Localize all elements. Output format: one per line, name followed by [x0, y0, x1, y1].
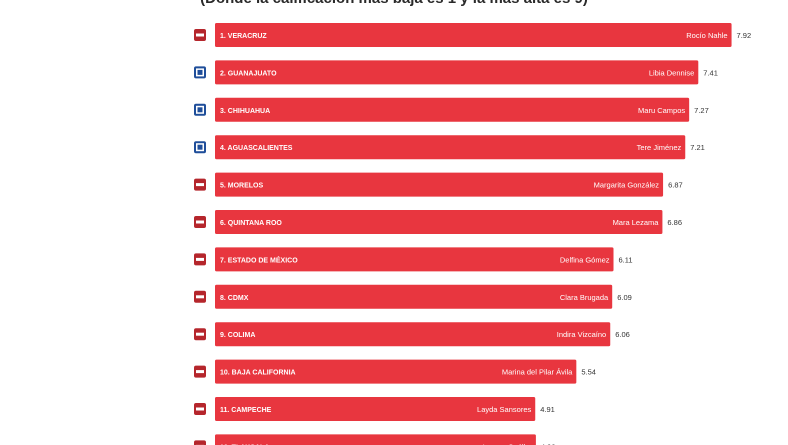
bar-name-label: Marina del Pilar Ávila	[502, 368, 573, 377]
morena-party-icon	[194, 403, 206, 415]
morena-party-icon	[194, 178, 206, 191]
bar-value-label: 6.09	[617, 293, 632, 302]
bar-value-label: 7.41	[703, 68, 718, 77]
bar-row: 8. CDMX Clara Brugada 6.09	[194, 284, 632, 309]
bar-value-label: 6.86	[667, 218, 682, 227]
bar-category-label: 7. ESTADO DE MÉXICO	[220, 255, 298, 264]
bar-value-label: 6.06	[615, 330, 630, 339]
bar-name-label: Layda Sansores	[477, 405, 531, 414]
morena-party-icon	[194, 253, 206, 266]
bar-row: 11. CAMPECHE Layda Sansores 4.91	[194, 397, 555, 421]
morena-party-icon	[194, 328, 206, 341]
bar-name-label: Delfina Gómez	[560, 255, 610, 264]
bar	[215, 60, 699, 85]
bar	[215, 397, 536, 421]
bar-category-label: 3. CHIHUAHUA	[220, 108, 270, 115]
bar-value-label: 7.27	[694, 106, 709, 115]
pan-party-icon	[194, 66, 206, 79]
bar-category-label: 5. MORELOS	[220, 183, 264, 190]
bar-category-label: 8. CDMX	[220, 295, 249, 302]
morena-party-icon	[194, 290, 206, 303]
bar-name-label: Maru Campos	[638, 106, 685, 115]
bar-category-label: 9. COLIMA	[220, 332, 255, 339]
chart-title: (Donde la calificación más baja es 1 y l…	[0, 0, 788, 8]
bar-name-label: Clara Brugada	[560, 293, 609, 302]
bar-row: 4. AGUASCALIENTES Tere Jiménez 7.21	[194, 135, 705, 160]
bar-category-label: 1. VERACRUZ	[220, 33, 267, 40]
bar-value-label: 7.92	[737, 31, 752, 40]
bar	[215, 247, 614, 272]
bar-row: 2. GUANAJUATO Libia Dennise 7.41	[194, 60, 718, 85]
bar-category-label: 4. AGUASCALIENTES	[220, 145, 293, 152]
bar-value-label: 6.87	[668, 181, 683, 190]
bar	[215, 135, 686, 160]
pan-party-icon	[194, 103, 206, 116]
morena-party-icon	[194, 365, 206, 378]
bar	[215, 322, 611, 347]
bar-value-label: 7.21	[690, 143, 705, 152]
morena-party-icon	[194, 29, 206, 41]
bar-name-label: Libia Dennise	[649, 68, 694, 77]
pan-party-icon	[194, 141, 206, 154]
bar-category-label: 10. BAJA CALIFORNIA	[220, 370, 296, 377]
morena-party-icon	[194, 440, 206, 445]
bar-value-label: 4.92	[541, 442, 556, 445]
bar-value-label: 5.54	[581, 368, 596, 377]
bar	[215, 434, 536, 445]
bar-category-label: 11. CAMPECHE	[220, 407, 272, 414]
bar-name-label: Indira Vizcaíno	[557, 330, 606, 339]
bar-row: 3. CHIHUAHUA Maru Campos 7.27	[194, 97, 709, 122]
bar	[215, 359, 577, 384]
bar-value-label: 6.11	[619, 255, 633, 264]
bar-name-label: Mara Lezama	[613, 218, 660, 227]
bar-row: 5. MORELOS Margarita González 6.87	[194, 172, 683, 197]
bar-row: 7. ESTADO DE MÉXICO Delfina Gómez 6.11	[194, 247, 633, 272]
bar-name-label: Rocío Nahle	[686, 31, 727, 40]
bar-row: 12. TLAXCALALorena Cuéllar4.92	[194, 434, 556, 445]
bar-value-label: 4.91	[540, 405, 555, 414]
bar	[215, 172, 664, 197]
bar-row: 10. BAJA CALIFORNIA Marina del Pilar Ávil…	[194, 359, 596, 384]
bar-row: 1. VERACRUZ Rocío Nahle 7.92	[194, 23, 751, 47]
bar-name-label: Lorena Cuéllar	[483, 442, 533, 445]
morena-party-icon	[194, 216, 206, 228]
bar-row: 9. COLIMA Indira Vizcaíno 6.06	[194, 322, 630, 347]
bar-name-label: Tere Jiménez	[637, 143, 682, 152]
bar	[215, 23, 732, 47]
bar-category-label: 2. GUANAJUATO	[220, 70, 277, 77]
bar	[215, 284, 613, 309]
bar-category-label: 6. QUINTANA ROO	[220, 220, 282, 227]
bar-name-label: Margarita González	[594, 181, 660, 190]
bar-row: 6. QUINTANA ROO Mara Lezama 6.86	[194, 210, 682, 234]
bar	[215, 210, 663, 234]
bar	[215, 97, 690, 122]
